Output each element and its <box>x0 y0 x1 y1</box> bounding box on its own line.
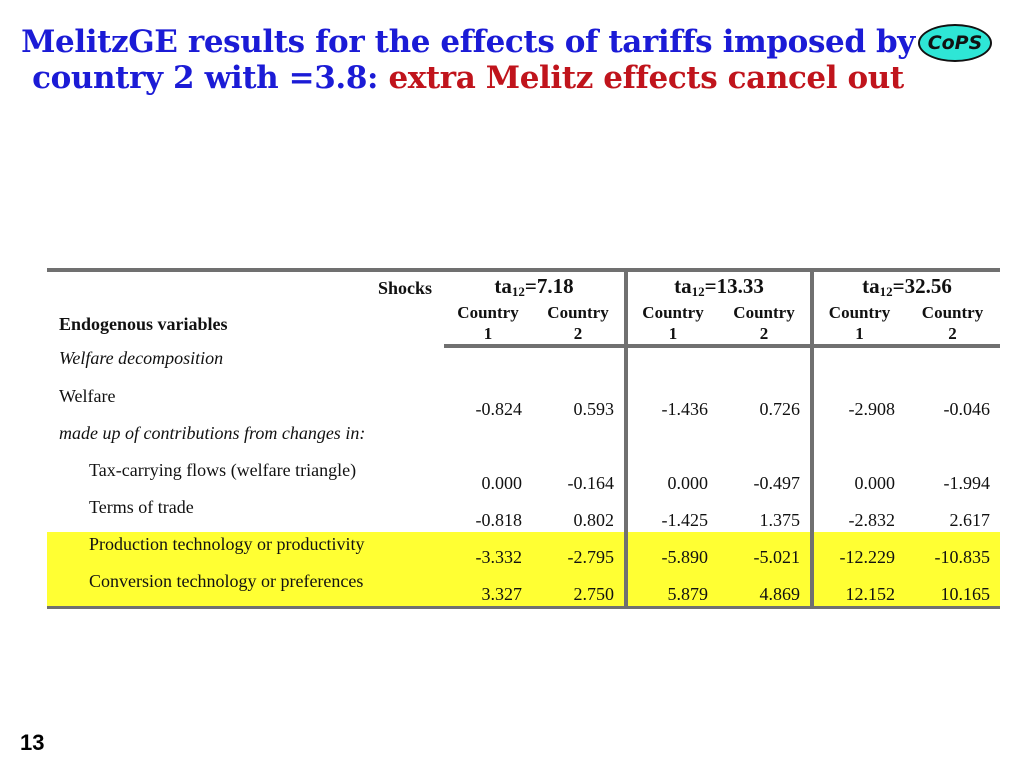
country-number: 1 <box>668 324 678 343</box>
shocks-label-text: Shocks <box>377 278 432 298</box>
value-cell <box>812 421 905 458</box>
value-cell: 4.869 <box>718 569 814 609</box>
shock-value: =32.56 <box>892 274 952 298</box>
value-cell <box>905 421 1000 458</box>
value-cell: 3.327 <box>444 569 532 609</box>
shock-value: =7.18 <box>524 274 574 298</box>
value-cell: 0.593 <box>532 384 628 421</box>
value-cell <box>444 421 532 458</box>
value-cell: 2.750 <box>532 569 628 609</box>
title-highlight: extra Melitz effects cancel out <box>388 60 904 96</box>
shocks-label: Shocks Endogenous variables <box>47 270 444 346</box>
country-header: Country 2 <box>905 302 1000 348</box>
value-cell <box>532 346 628 384</box>
shock-value: =13.33 <box>704 274 764 298</box>
country-header: Country 1 <box>812 302 905 348</box>
page-number: 13 <box>20 730 45 755</box>
value-cell: -0.164 <box>532 458 628 495</box>
country-number: 1 <box>483 324 493 343</box>
value-cell: -0.046 <box>943 399 991 419</box>
country-number: 2 <box>948 324 957 343</box>
country-header: Country 1 <box>626 302 718 348</box>
value-cell: -12.229 <box>812 532 905 569</box>
table-row: Conversion technology or preferences 3.32… <box>47 569 1000 609</box>
value-cell: 0.802 <box>532 495 628 532</box>
table-body: Welfare decomposition Welfare -0.824 0.593 -… <box>47 346 1000 609</box>
value-cell <box>626 346 718 384</box>
table-row: Welfare decomposition <box>47 346 1000 384</box>
shock-prefix: ta <box>494 274 512 298</box>
value-cell <box>812 346 905 384</box>
table-row: Tax-carrying flows (welfare triangle) 0.0… <box>47 458 1000 495</box>
value-cell: 2.617 <box>949 510 991 530</box>
shock-prefix: ta <box>862 274 880 298</box>
country-label: Country <box>547 303 609 322</box>
country-number: 1 <box>855 324 864 343</box>
shock-header-3: ta12=32.56 <box>812 270 1000 302</box>
cops-logo: CoPS <box>918 24 992 62</box>
country-header: Country 1 <box>444 302 532 348</box>
value-cell: 0.000 <box>481 473 523 493</box>
country-number: 2 <box>759 324 769 343</box>
row-label: Welfare decomposition <box>59 348 224 368</box>
value-cell: -5.021 <box>718 532 814 569</box>
value-cell <box>626 421 718 458</box>
value-cell: -1.436 <box>661 399 709 419</box>
row-label: made up of contributions from changes in… <box>59 423 366 443</box>
row-label: Tax-carrying flows (welfare triangle) <box>89 460 357 480</box>
results-table-container: Shocks Endogenous variables ta12=7.18 ta… <box>47 268 1000 609</box>
value-cell: 0.000 <box>854 473 896 493</box>
country-header: Country 2 <box>718 302 814 348</box>
value-cell: -5.890 <box>626 532 718 569</box>
value-cell: -1.994 <box>943 473 991 493</box>
slide-title: MelitzGE results for the effects of tari… <box>18 24 918 96</box>
value-cell: 10.165 <box>905 569 1000 609</box>
country-header-row: Country 1 Country 2 Country 1 Country 2 Coun… <box>47 302 1000 348</box>
value-cell: -2.795 <box>532 532 628 569</box>
country-label: Country <box>828 303 891 322</box>
value-cell: 0.726 <box>718 384 814 421</box>
value-cell: -2.832 <box>848 510 896 530</box>
table-row: Production technology or productivity -3.… <box>47 532 1000 569</box>
value-cell <box>718 421 814 458</box>
results-table: Shocks Endogenous variables ta12=7.18 ta… <box>47 268 1000 609</box>
country-label: Country <box>457 303 519 322</box>
shock-sub: 12 <box>879 284 893 299</box>
row-label: Production technology or productivity <box>47 532 444 569</box>
row-label: Conversion technology or preferences <box>47 569 444 609</box>
shock-header-row: Shocks Endogenous variables ta12=7.18 ta… <box>47 270 1000 334</box>
table-row: Terms of trade -0.818 0.802 -1.425 1.375 -2.8… <box>47 495 1000 532</box>
country-label: Country <box>733 303 795 322</box>
shock-sub: 12 <box>691 284 705 299</box>
value-cell: -10.835 <box>905 532 1000 569</box>
value-cell: 0.000 <box>667 473 709 493</box>
country-number: 2 <box>573 324 583 343</box>
value-cell: 5.879 <box>626 569 718 609</box>
value-cell: -3.332 <box>444 532 532 569</box>
value-cell: 1.375 <box>718 495 814 532</box>
value-cell: -1.425 <box>661 510 709 530</box>
value-cell: -0.497 <box>718 458 814 495</box>
endogenous-variables-label: Endogenous variables <box>59 314 228 334</box>
value-cell: -0.824 <box>475 399 523 419</box>
table-row: Welfare -0.824 0.593 -1.436 0.726 -2.908 -0.04… <box>47 384 1000 421</box>
title-main: MelitzGE results for the effects of tari… <box>21 24 915 96</box>
value-cell <box>444 346 532 384</box>
country-header: Country 2 <box>532 302 628 348</box>
value-cell: -2.908 <box>848 399 896 419</box>
shock-header-1: ta12=7.18 <box>444 270 628 302</box>
country-label: Country <box>921 303 984 322</box>
table-row: made up of contributions from changes in… <box>47 421 1000 458</box>
shock-sub: 12 <box>511 284 525 299</box>
value-cell: 12.152 <box>812 569 905 609</box>
shock-header-2: ta12=13.33 <box>626 270 814 302</box>
row-label: Welfare <box>59 386 116 406</box>
value-cell <box>718 346 814 384</box>
shock-prefix: ta <box>674 274 692 298</box>
row-label: Terms of trade <box>89 497 194 517</box>
value-cell: -0.818 <box>475 510 523 530</box>
country-label: Country <box>642 303 704 322</box>
value-cell <box>905 346 1000 384</box>
value-cell <box>532 421 628 458</box>
